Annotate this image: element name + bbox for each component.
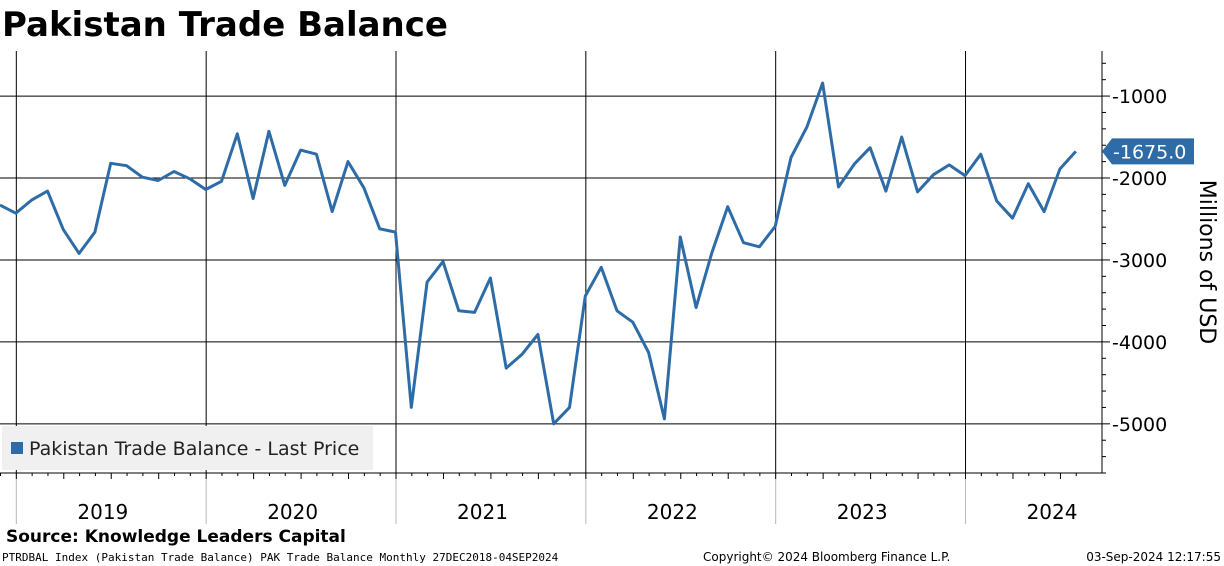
legend-box xyxy=(2,426,373,470)
year-label: 2024 xyxy=(1027,500,1078,524)
y-tick-label: -4000 xyxy=(1112,332,1167,354)
gridlines xyxy=(0,95,1102,425)
year-label: 2022 xyxy=(647,500,698,524)
y-axis-label: Millions of USD xyxy=(1194,180,1219,345)
chart-title: Pakistan Trade Balance xyxy=(2,5,448,45)
year-label: 2019 xyxy=(77,500,128,524)
year-label: 2020 xyxy=(267,500,318,524)
x-axis-ticks xyxy=(0,473,1077,479)
copyright: Copyright© 2024 Bloomberg Finance L.P. xyxy=(703,550,950,564)
last-value-label: -1675.0 xyxy=(1113,141,1186,163)
year-separators xyxy=(15,51,967,524)
y-axis-ticks: -1000 -2000 -3000 -4000 -5000 xyxy=(1102,62,1167,474)
y-tick-label: -2000 xyxy=(1112,168,1167,190)
y-tick-label: -3000 xyxy=(1112,250,1167,272)
source-note: Source: Knowledge Leaders Capital xyxy=(6,527,346,547)
legend-label: Pakistan Trade Balance - Last Price xyxy=(29,438,359,460)
last-value-flag xyxy=(1102,138,1194,165)
last-value-marker: -1675.0 xyxy=(1102,138,1194,165)
y-tick-label: -5000 xyxy=(1112,414,1167,436)
year-labels: 2019 2020 2021 2022 2023 2024 xyxy=(77,500,1077,524)
year-label: 2023 xyxy=(837,500,888,524)
index-info: PTRDBAL Index (Pakistan Trade Balance) P… xyxy=(2,551,559,564)
legend: Pakistan Trade Balance - Last Price xyxy=(2,426,373,470)
y-tick-label: -1000 xyxy=(1112,86,1167,108)
timestamp: 03-Sep-2024 12:17:55 xyxy=(1086,550,1221,564)
series-line xyxy=(0,81,1077,426)
year-label: 2021 xyxy=(457,500,508,524)
legend-swatch xyxy=(11,442,23,454)
